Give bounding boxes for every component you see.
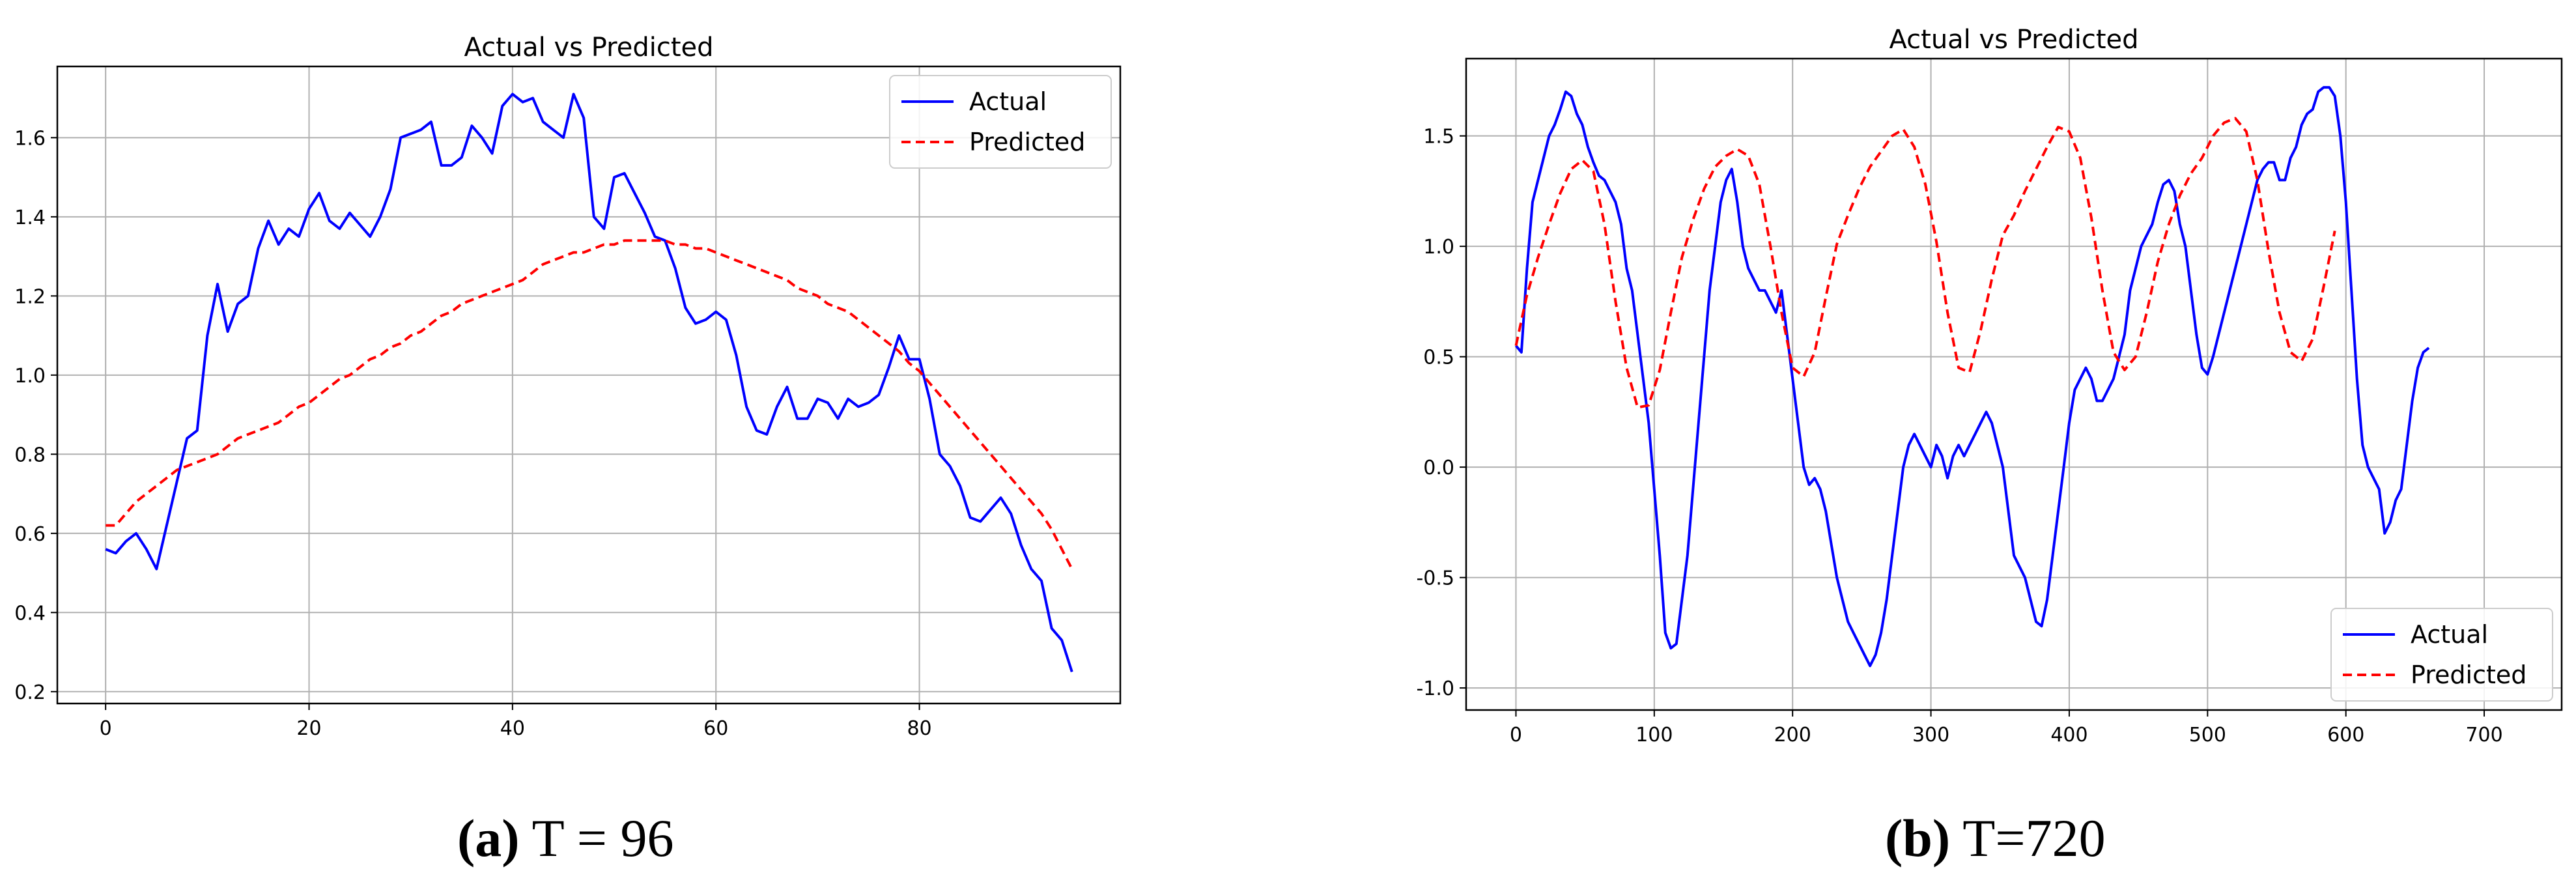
y-tick-label: 0.8 <box>14 444 46 466</box>
caption-b: (b) T=720 <box>1885 808 2106 869</box>
legend-label-actual: Actual <box>2411 620 2488 649</box>
caption-a: (a) T = 96 <box>457 808 674 869</box>
y-tick-label: 0.6 <box>14 523 46 546</box>
x-tick-label: 40 <box>500 717 525 740</box>
x-tick-label: 400 <box>2050 724 2088 747</box>
caption-a-text: T = 96 <box>519 808 674 868</box>
y-tick-label: 0.0 <box>1423 457 1454 479</box>
y-tick-label: 1.0 <box>1423 236 1454 259</box>
y-tick-label: 0.2 <box>14 681 46 704</box>
y-tick-label: 1.2 <box>14 285 46 308</box>
legend-label-predicted: Predicted <box>2411 661 2526 689</box>
series-line-actual <box>105 92 1073 673</box>
series-line-actual <box>1514 86 2430 668</box>
series-line-predicted <box>1514 117 2336 409</box>
y-tick-label: 1.5 <box>1423 126 1454 149</box>
x-tick-label: 80 <box>907 717 931 740</box>
plot-frame <box>1465 57 2563 711</box>
x-tick-label: 60 <box>703 717 728 740</box>
caption-b-label: (b) <box>1885 808 1951 868</box>
chart-a: 0 20 40 60 80 0.2 0.4 0.6 0.8 1.0 1.2 1.4 1.6 Actual … <box>14 33 1122 740</box>
x-tick-label: 300 <box>1912 724 1949 747</box>
chart-title: Actual vs Predicted <box>464 33 713 63</box>
caption-b-text: T=720 <box>1950 808 2106 868</box>
y-tick-label: -0.5 <box>1416 567 1454 590</box>
x-tick-label: 700 <box>2465 724 2502 747</box>
chart-b: 0 100 200 300 400 500 600 700 -1.0 -0.5 0.0 0.5 1.0 1… <box>1416 25 2563 747</box>
series-line-predicted <box>106 239 1073 570</box>
plot-frame <box>56 65 1122 705</box>
y-tick-label: 1.6 <box>14 127 46 150</box>
x-tick-label: 100 <box>1635 724 1673 747</box>
x-tick-label: 20 <box>296 717 321 740</box>
x-tick-label: 200 <box>1774 724 1811 747</box>
chart-title: Actual vs Predicted <box>1889 25 2138 55</box>
legend: Actual Predicted <box>2330 608 2553 702</box>
y-tick-label: 1.4 <box>14 206 46 229</box>
y-tick-label: 0.5 <box>1423 347 1454 369</box>
caption-a-label: (a) <box>457 808 520 868</box>
y-tick-label: -1.0 <box>1416 677 1454 700</box>
x-tick-label: 500 <box>2189 724 2226 747</box>
legend: Actual Predicted <box>889 75 1112 169</box>
y-tick-label: 0.4 <box>14 602 46 625</box>
legend-label-actual: Actual <box>969 87 1047 116</box>
x-tick-label: 600 <box>2327 724 2364 747</box>
legend-box <box>2330 608 2553 702</box>
y-tick-label: 1.0 <box>14 365 46 388</box>
legend-label-predicted: Predicted <box>969 128 1085 156</box>
legend-box <box>889 75 1112 169</box>
x-tick-label: 0 <box>100 717 112 740</box>
x-tick-label: 0 <box>1510 724 1522 747</box>
